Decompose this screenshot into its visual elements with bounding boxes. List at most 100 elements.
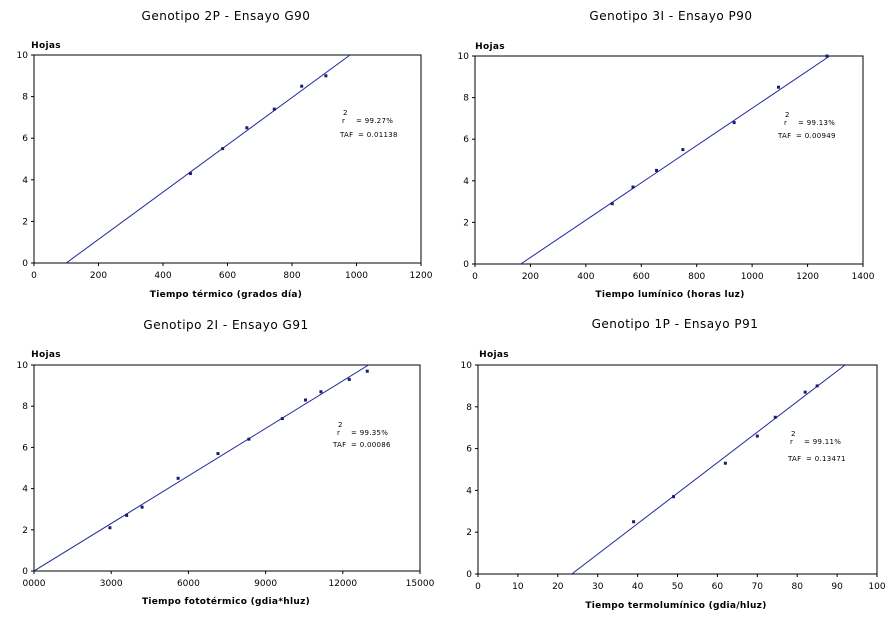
data-point xyxy=(108,526,112,530)
chart-title: Genotipo 2P - Ensayo G90 xyxy=(142,9,311,23)
x-tick-label: 800 xyxy=(283,271,300,281)
taf-label: TAF xyxy=(339,131,353,139)
y-tick-label: 8 xyxy=(466,403,472,413)
x-tick-label: 0 xyxy=(475,582,481,592)
x-tick-label: 0 xyxy=(472,272,478,282)
y-tick-label: 4 xyxy=(22,485,28,495)
x-tick-label: 6000 xyxy=(177,579,200,589)
y-tick-label: 0 xyxy=(22,567,28,577)
taf-value: = 0.01138 xyxy=(358,131,398,139)
y-tick-label: 8 xyxy=(22,402,28,412)
x-tick-label: 400 xyxy=(577,272,594,282)
x-tick-label: 80 xyxy=(791,582,803,592)
taf-value: = 0.13471 xyxy=(806,455,846,463)
regression-line xyxy=(65,55,351,263)
r2-label: r xyxy=(784,119,787,127)
y-axis-label: Hojas xyxy=(31,41,61,51)
y-tick-label: 10 xyxy=(17,361,29,371)
data-point xyxy=(723,461,727,465)
chart-panel-g91: Genotipo 2I - Ensayo G91 Hojas 0 2 4 6 8 10 0000… xyxy=(0,312,444,623)
x-tick-label: 1200 xyxy=(796,272,819,282)
x-tick-label: 600 xyxy=(219,271,236,281)
data-point xyxy=(803,390,807,394)
data-point xyxy=(245,126,249,130)
data-point xyxy=(125,513,129,517)
y-tick-label: 0 xyxy=(22,259,28,269)
x-tick-label: 50 xyxy=(672,582,684,592)
y-tick-label: 0 xyxy=(463,260,469,270)
x-tick-label: 200 xyxy=(522,272,539,282)
data-point xyxy=(347,377,351,381)
y-tick-label: 4 xyxy=(463,177,469,187)
data-point xyxy=(655,168,659,172)
x-tick-label: 15000 xyxy=(406,579,435,589)
data-point xyxy=(776,85,780,89)
data-point xyxy=(365,369,369,373)
x-tick-label: 1200 xyxy=(410,271,433,281)
r2-value: = 99.27% xyxy=(356,117,393,125)
x-tick-label: 600 xyxy=(633,272,650,282)
r2-label: r xyxy=(342,117,345,125)
regression-line xyxy=(520,56,831,264)
plot-frame xyxy=(474,55,864,265)
y-tick-label: 4 xyxy=(22,176,28,186)
y-axis-label: Hojas xyxy=(31,350,61,360)
data-point xyxy=(610,202,614,206)
x-tick-label: 12000 xyxy=(328,579,357,589)
data-point xyxy=(825,54,829,58)
data-point xyxy=(319,390,323,394)
chart-title: Genotipo 3I - Ensayo P90 xyxy=(589,9,752,23)
y-tick-label: 6 xyxy=(22,134,28,144)
x-tick-label: 30 xyxy=(592,582,604,592)
chart-g91: Genotipo 2I - Ensayo G91 Hojas 0 2 4 6 8 10 0000… xyxy=(17,318,435,607)
x-tick-label: 70 xyxy=(752,582,764,592)
r2-label: r xyxy=(790,438,793,446)
y-tick-label: 2 xyxy=(22,217,28,227)
r2-superscript: 2 xyxy=(343,109,348,117)
y-tick-label: 8 xyxy=(22,93,28,103)
chart-title: Genotipo 1P - Ensayo P91 xyxy=(592,317,759,331)
data-point xyxy=(221,147,225,151)
data-point xyxy=(303,398,307,402)
data-point xyxy=(176,476,180,480)
x-tick-label: 10 xyxy=(512,582,524,592)
data-point xyxy=(632,520,636,524)
chart-g90: Genotipo 2P - Ensayo G90 Hojas 0 2 4 6 8 10 0 200… xyxy=(17,9,433,300)
data-point xyxy=(755,434,759,438)
data-point xyxy=(681,148,685,152)
y-tick-label: 2 xyxy=(466,528,472,538)
chart-title: Genotipo 2I - Ensayo G91 xyxy=(143,318,308,332)
x-axis-label: Tiempo térmico (grados día) xyxy=(150,289,302,300)
x-tick-label: 100 xyxy=(868,582,885,592)
data-point xyxy=(140,505,144,509)
y-tick-label: 0 xyxy=(466,570,472,580)
x-tick-label: 400 xyxy=(154,271,171,281)
chart-panel-p90: Genotipo 3I - Ensayo P90 Hojas 0 2 4 6 8 10 0 200… xyxy=(444,0,888,312)
y-axis-label: Hojas xyxy=(479,350,509,360)
r2-value: = 99.13% xyxy=(798,119,835,127)
y-tick-label: 4 xyxy=(466,486,472,496)
x-tick-label: 60 xyxy=(712,582,724,592)
x-tick-label: 90 xyxy=(831,582,843,592)
x-tick-label: 200 xyxy=(90,271,107,281)
taf-label: TAF xyxy=(332,441,346,449)
x-tick-label: 40 xyxy=(632,582,644,592)
y-tick-label: 6 xyxy=(466,445,472,455)
taf-label: TAF xyxy=(777,132,791,140)
y-tick-label: 6 xyxy=(463,135,469,145)
plot-frame xyxy=(33,54,422,264)
data-point xyxy=(631,185,635,189)
chart-p91: Genotipo 1P - Ensayo P91 Hojas 0 2 4 6 8 100 10 2… xyxy=(461,317,886,611)
x-tick-label: 0 xyxy=(31,271,37,281)
x-axis-label: Tiempo lumínico (horas luz) xyxy=(595,290,744,300)
y-tick-label: 10 xyxy=(458,52,470,62)
data-point xyxy=(216,452,220,456)
x-tick-label: 1000 xyxy=(741,272,764,282)
data-point xyxy=(732,121,736,125)
data-point xyxy=(300,84,304,88)
data-point xyxy=(247,437,251,441)
x-tick-label: 20 xyxy=(552,582,564,592)
taf-value: = 0.00949 xyxy=(796,132,836,140)
data-point xyxy=(272,107,276,111)
chart-panel-g90: Genotipo 2P - Ensayo G90 Hojas 0 2 4 6 8 10 0 200… xyxy=(0,0,444,312)
